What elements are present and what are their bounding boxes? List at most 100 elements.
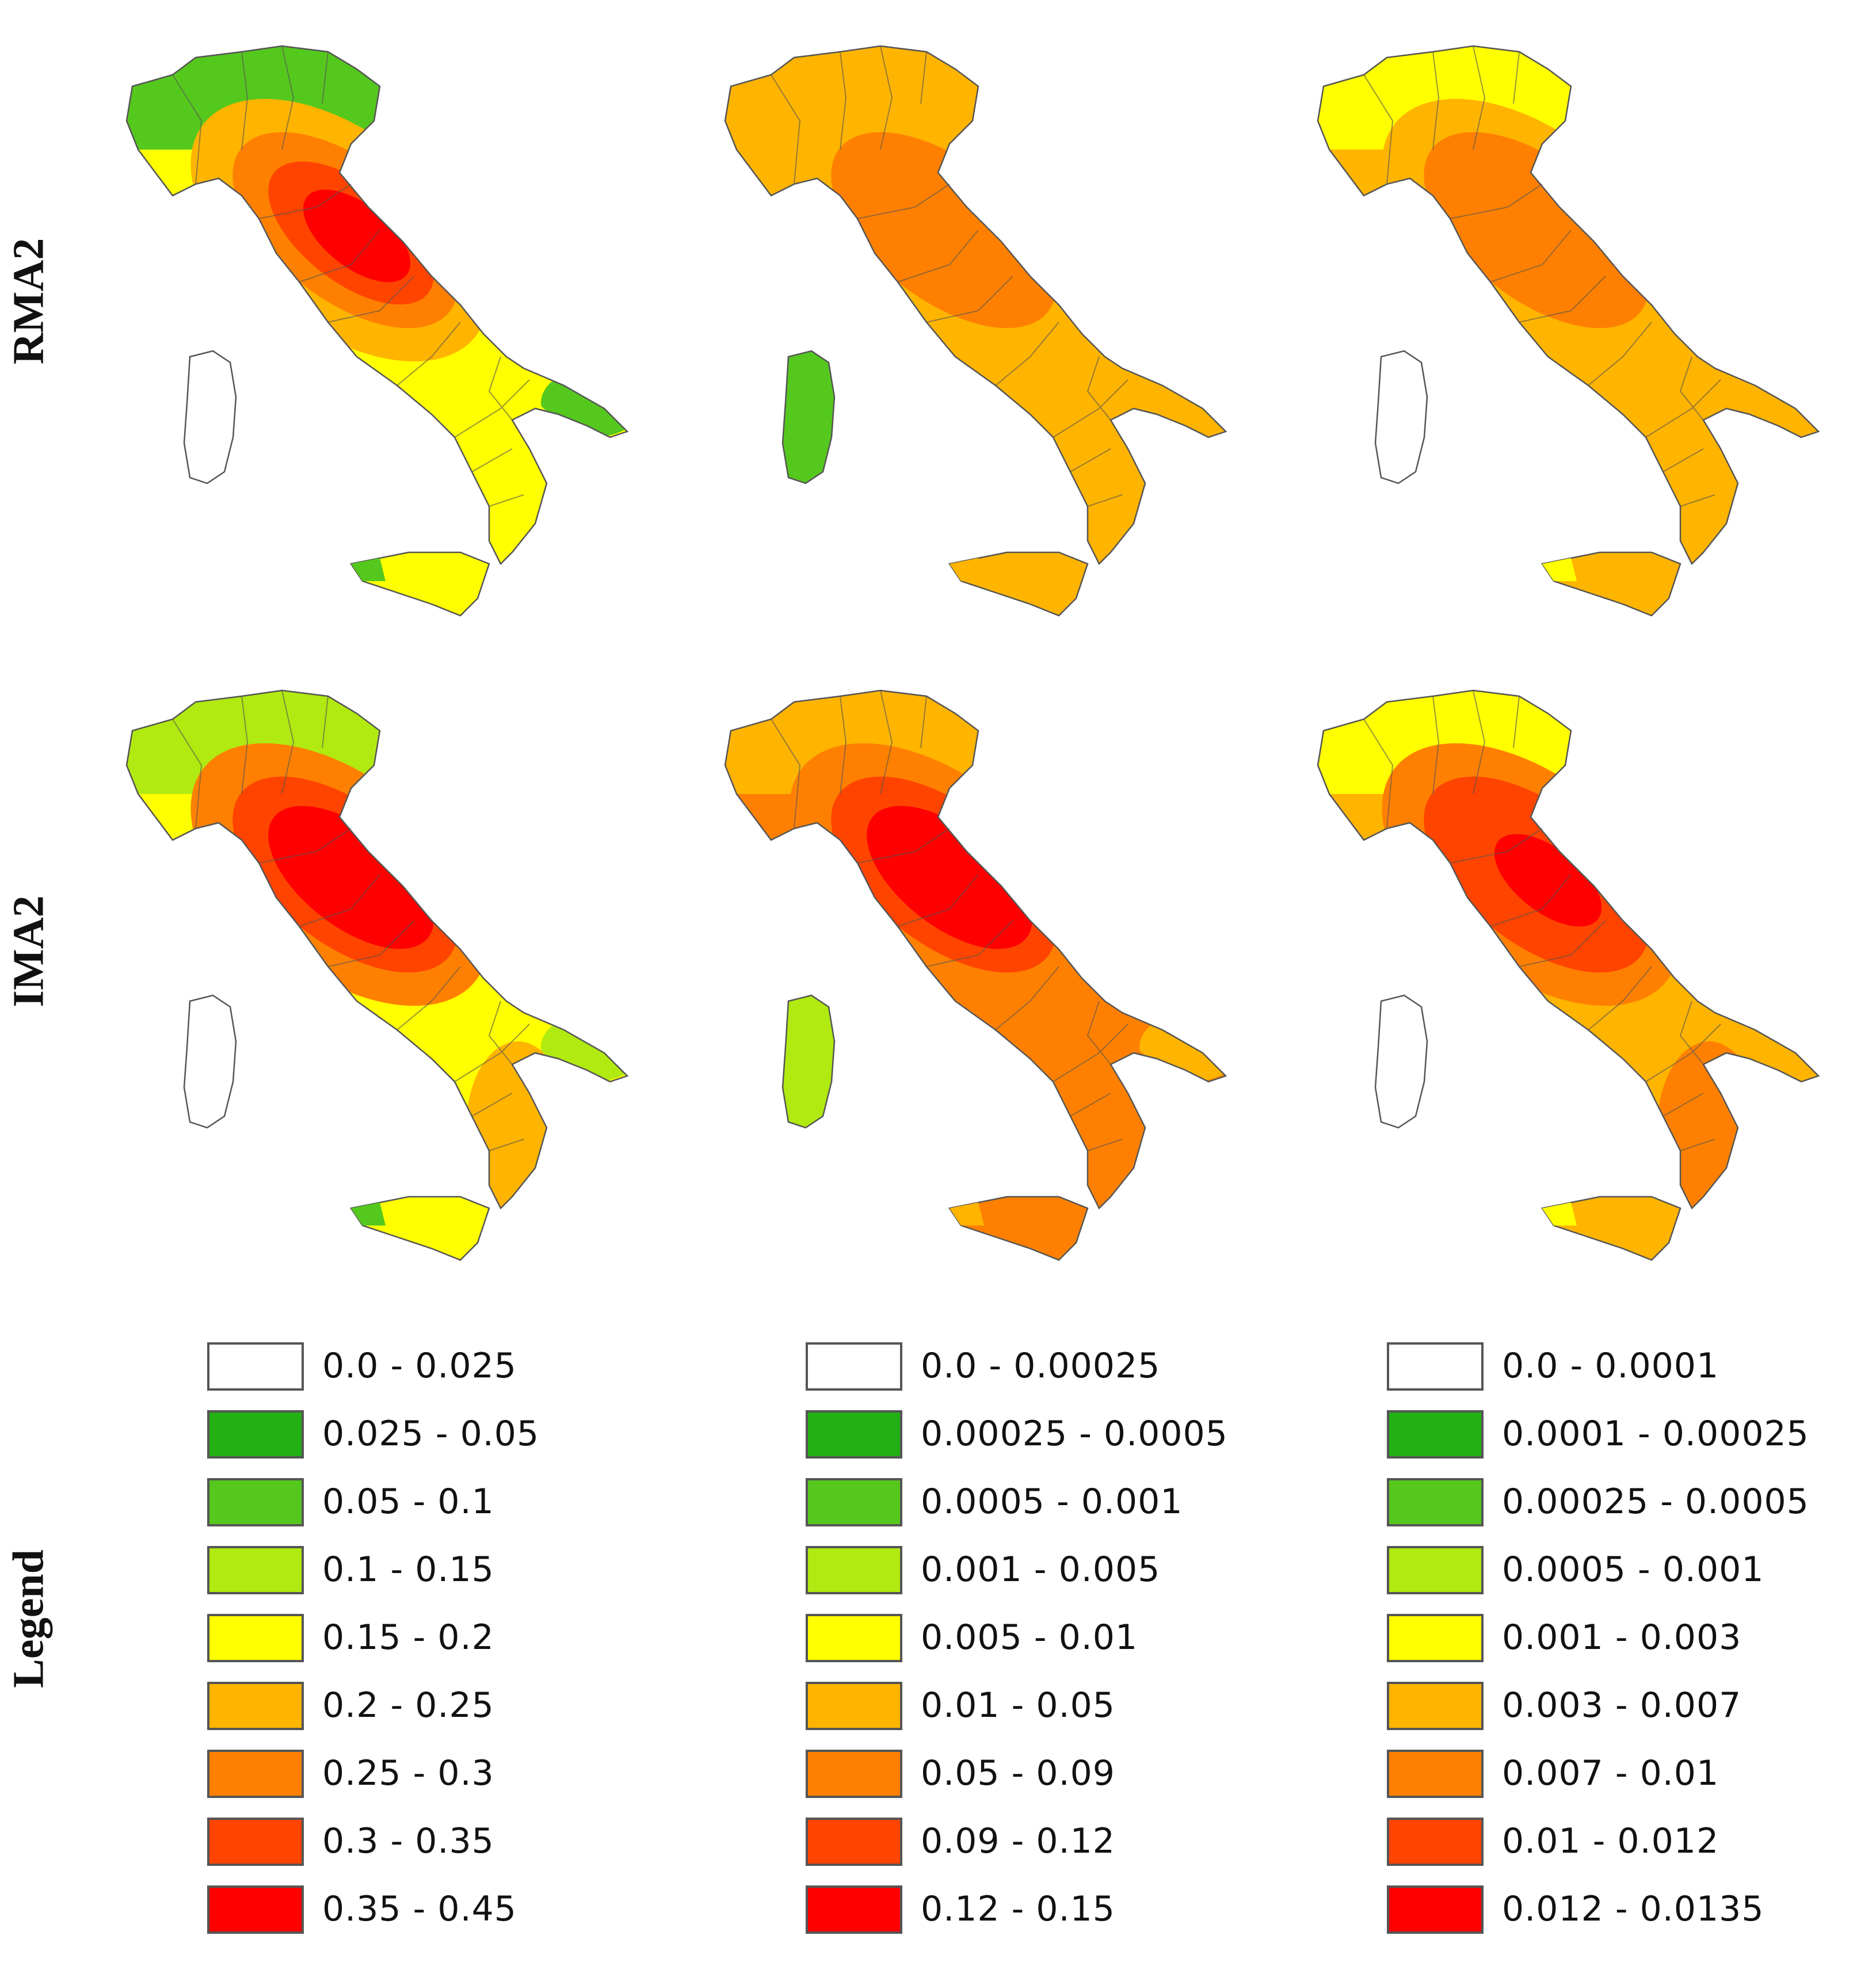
legend-swatch bbox=[1387, 1546, 1484, 1594]
legend-label: 0.0005 - 0.001 bbox=[921, 1482, 1183, 1522]
row-label-ima2: IMA2 bbox=[4, 895, 53, 1007]
map-rma2-col2 bbox=[708, 35, 1249, 644]
legend-item: 0.00025 - 0.0005 bbox=[1387, 1473, 1876, 1531]
legend-swatch bbox=[806, 1342, 902, 1391]
legend-item: 0.005 - 0.01 bbox=[806, 1609, 1370, 1667]
legend-swatch bbox=[1387, 1750, 1484, 1798]
sicily bbox=[948, 1196, 1089, 1261]
legend-item: 0.00025 - 0.0005 bbox=[806, 1406, 1370, 1463]
italy-map bbox=[724, 689, 1227, 1261]
zone-north bbox=[725, 46, 1226, 150]
legend-item: 0.001 - 0.003 bbox=[1387, 1609, 1876, 1667]
legend-item: 0.001 - 0.005 bbox=[806, 1541, 1370, 1599]
legend-item: 0.3 - 0.35 bbox=[207, 1813, 771, 1870]
italy-map bbox=[125, 45, 629, 617]
legend-swatch bbox=[806, 1478, 902, 1526]
legend-item: 0.01 - 0.012 bbox=[1387, 1813, 1876, 1870]
legend-item: 0.025 - 0.05 bbox=[207, 1406, 771, 1463]
legend-label: 0.00025 - 0.0005 bbox=[921, 1414, 1228, 1454]
zone-core bbox=[901, 189, 1009, 283]
legend-label: 0.12 - 0.15 bbox=[921, 1889, 1115, 1929]
legend-swatch bbox=[806, 1614, 902, 1662]
legend-label: 0.003 - 0.007 bbox=[1502, 1685, 1742, 1726]
zone-south bbox=[1657, 1041, 1761, 1208]
mainland-outline bbox=[1317, 45, 1820, 566]
zone-north bbox=[725, 690, 1226, 794]
mainland-outline bbox=[1317, 689, 1820, 1210]
legend-label: 0.05 - 0.09 bbox=[921, 1753, 1115, 1793]
sicily bbox=[948, 551, 1089, 617]
zone-south bbox=[466, 397, 570, 564]
legend-swatch bbox=[1387, 1614, 1484, 1662]
region-borders bbox=[1363, 690, 1721, 1151]
region-borders bbox=[1363, 45, 1721, 507]
region-borders bbox=[172, 690, 530, 1151]
sardinia bbox=[183, 350, 237, 484]
legend-swatch bbox=[806, 1410, 902, 1459]
zone-south bbox=[1065, 1041, 1168, 1208]
legend-item: 0.007 - 0.01 bbox=[1387, 1745, 1876, 1803]
legend-label: 0.007 - 0.01 bbox=[1502, 1753, 1719, 1793]
sardinia bbox=[1374, 994, 1428, 1129]
legend-swatch bbox=[806, 1818, 902, 1866]
legend-label: 0.001 - 0.003 bbox=[1502, 1617, 1742, 1658]
zone-core bbox=[303, 834, 411, 927]
zone-north bbox=[1318, 690, 1818, 794]
sicily bbox=[349, 1196, 490, 1261]
zone-core bbox=[1494, 834, 1602, 927]
legend-swatch bbox=[207, 1410, 304, 1459]
legend-label: 0.25 - 0.3 bbox=[322, 1753, 494, 1793]
legend-item: 0.35 - 0.45 bbox=[207, 1881, 771, 1938]
legend-item: 0.2 - 0.25 bbox=[207, 1677, 771, 1735]
sicily bbox=[1541, 1196, 1681, 1261]
legend-item: 0.25 - 0.3 bbox=[207, 1745, 771, 1803]
mainland-outline bbox=[724, 689, 1227, 1210]
map-ima2-col3 bbox=[1301, 679, 1841, 1289]
legend-item: 0.0005 - 0.001 bbox=[806, 1473, 1370, 1531]
legend-swatch bbox=[806, 1885, 902, 1934]
legend-swatch bbox=[207, 1342, 304, 1391]
legend-label: 0.001 - 0.005 bbox=[921, 1549, 1161, 1590]
sicily-west bbox=[950, 558, 984, 581]
row-label-rma2: RMA2 bbox=[4, 238, 53, 365]
sicily bbox=[1541, 551, 1681, 617]
zone-core bbox=[303, 189, 411, 283]
legend-label: 0.3 - 0.35 bbox=[322, 1821, 494, 1861]
region-borders bbox=[771, 45, 1128, 507]
legend-item: 0.0 - 0.00025 bbox=[806, 1338, 1370, 1395]
zone-south bbox=[1657, 397, 1761, 564]
legend-label: 0.0 - 0.025 bbox=[322, 1346, 517, 1386]
sardinia bbox=[183, 994, 237, 1129]
legend-item: 0.01 - 0.05 bbox=[806, 1677, 1370, 1735]
italy-map bbox=[125, 689, 629, 1261]
sicily-west bbox=[1542, 1202, 1577, 1226]
legend-label: 0.0001 - 0.00025 bbox=[1502, 1414, 1809, 1454]
map-rma2-col1 bbox=[109, 35, 650, 644]
sardinia bbox=[781, 994, 836, 1129]
legend-item: 0.09 - 0.12 bbox=[806, 1813, 1370, 1870]
legend-label: 0.2 - 0.25 bbox=[322, 1685, 494, 1726]
legend-label: 0.1 - 0.15 bbox=[322, 1549, 494, 1590]
legend-item: 0.012 - 0.0135 bbox=[1387, 1881, 1876, 1938]
zone-south bbox=[466, 1041, 570, 1208]
legend-swatch bbox=[207, 1885, 304, 1934]
legend-swatch bbox=[1387, 1818, 1484, 1866]
zone-north bbox=[127, 46, 627, 150]
legend-label: 0.0 - 0.00025 bbox=[921, 1346, 1161, 1386]
legend-label: 0.0 - 0.0001 bbox=[1502, 1346, 1719, 1386]
zone-north bbox=[127, 690, 627, 794]
legend-label: 0.09 - 0.12 bbox=[921, 1821, 1115, 1861]
row-label-legend: Legend bbox=[4, 1549, 53, 1688]
legend-item: 0.0001 - 0.00025 bbox=[1387, 1406, 1876, 1463]
legend-label: 0.0005 - 0.001 bbox=[1502, 1549, 1764, 1590]
legend-swatch bbox=[207, 1478, 304, 1526]
legend-swatch bbox=[806, 1546, 902, 1594]
legend-item: 0.12 - 0.15 bbox=[806, 1881, 1370, 1938]
italy-map bbox=[1317, 45, 1820, 617]
map-rma2-col3 bbox=[1301, 35, 1841, 644]
legend-swatch bbox=[207, 1682, 304, 1730]
legend-label: 0.00025 - 0.0005 bbox=[1502, 1482, 1809, 1522]
zone-north bbox=[1318, 46, 1818, 150]
legend-item: 0.05 - 0.09 bbox=[806, 1745, 1370, 1803]
legend-item: 0.15 - 0.2 bbox=[207, 1609, 771, 1667]
